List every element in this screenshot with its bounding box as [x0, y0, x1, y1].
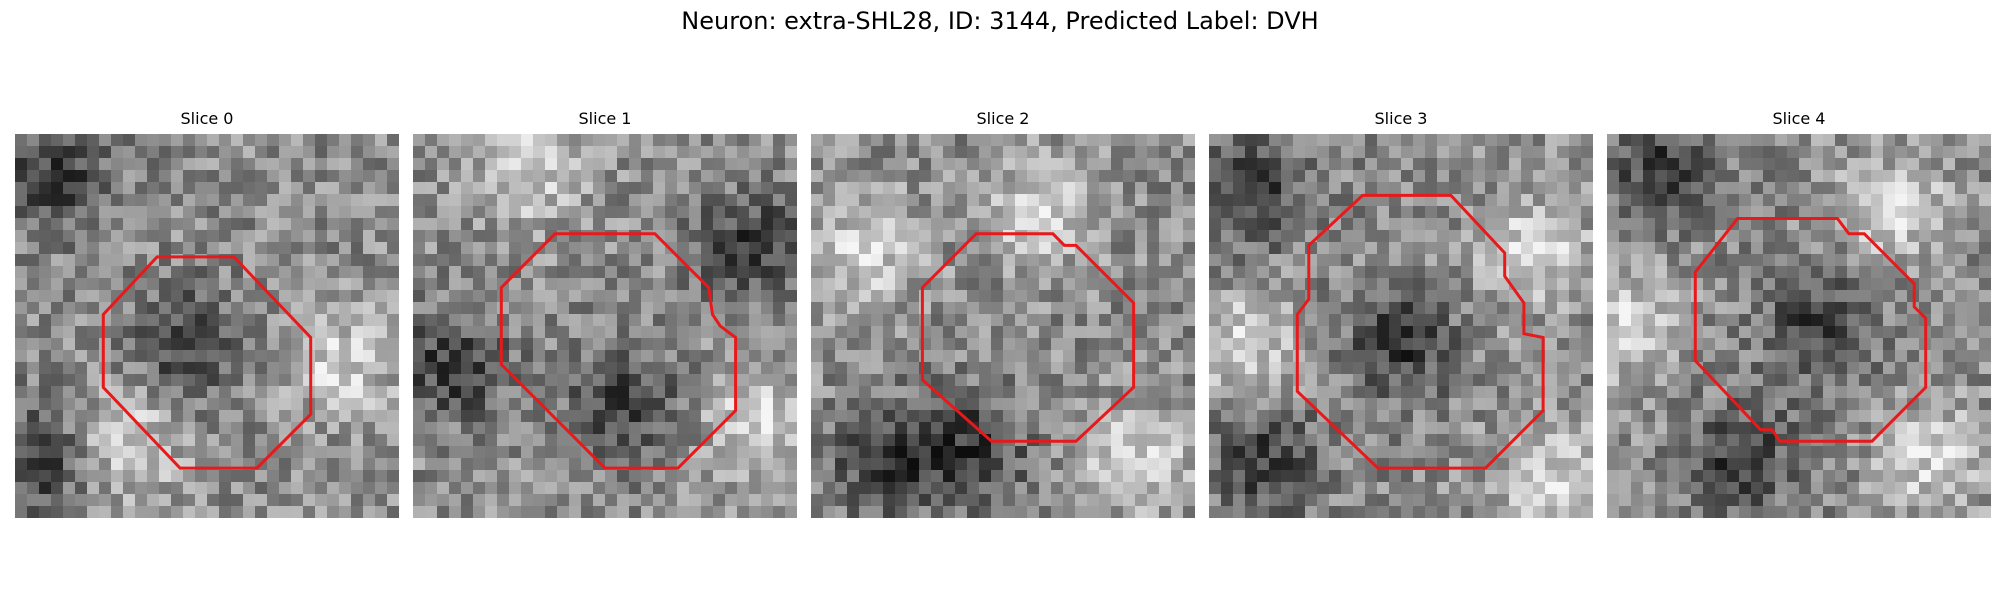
slice-title: Slice 4 [1772, 109, 1826, 128]
roi-contour [499, 232, 738, 470]
slice-image [15, 134, 399, 518]
figure-title: Neuron: extra-SHL28, ID: 3144, Predicted… [681, 7, 1319, 35]
slice-title: Slice 0 [180, 109, 234, 128]
roi-contour [1693, 217, 1928, 443]
roi-contour [920, 232, 1136, 443]
slice-title: Slice 2 [976, 109, 1030, 128]
roi-contour [1295, 193, 1545, 470]
slice-image [811, 134, 1195, 518]
slice-title: Slice 3 [1374, 109, 1428, 128]
slice-image [413, 134, 797, 518]
roi-contour [101, 255, 313, 470]
slice-image [1209, 134, 1593, 518]
slice-image [1607, 134, 1991, 518]
slice-title: Slice 1 [578, 109, 632, 128]
